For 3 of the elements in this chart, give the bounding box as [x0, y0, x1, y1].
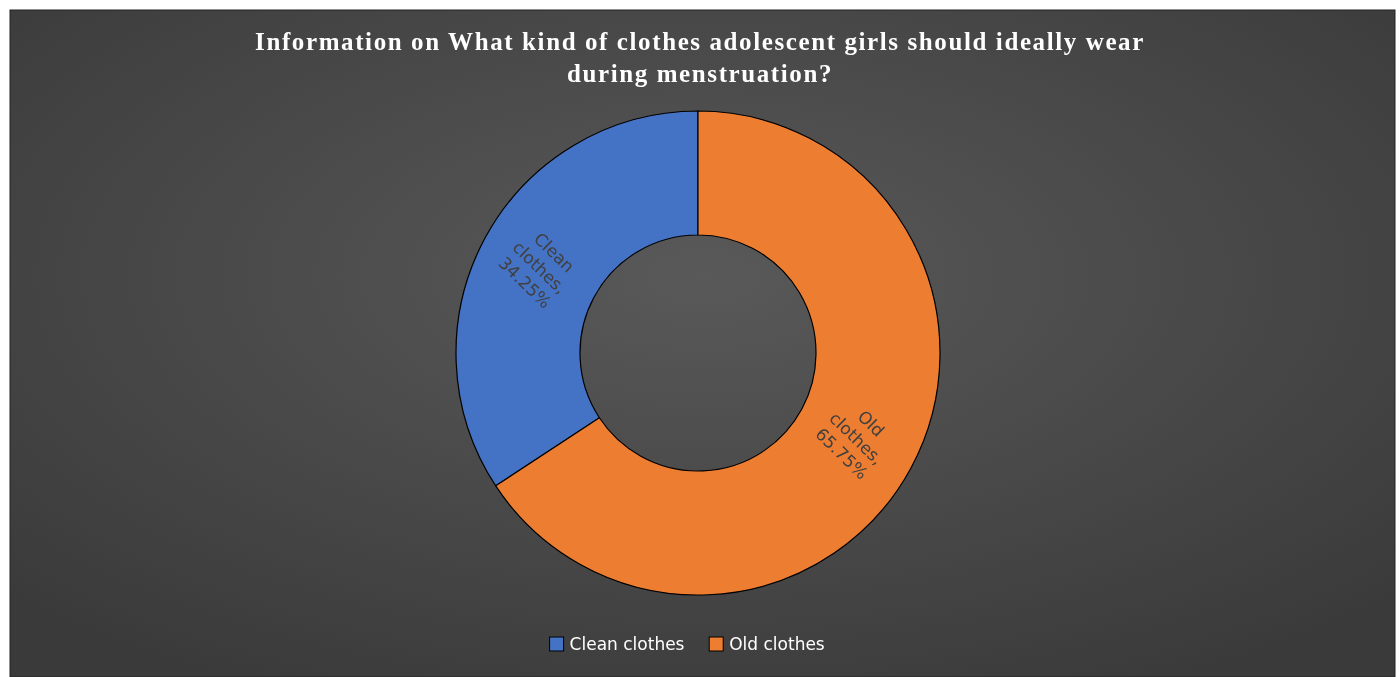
legend-label: Clean clothes [569, 634, 685, 654]
chart-title: Information on What kind of clothes adolescent girls should ideally wear during menstruation? [255, 28, 1145, 87]
legend-label: Old clothes [729, 634, 825, 654]
